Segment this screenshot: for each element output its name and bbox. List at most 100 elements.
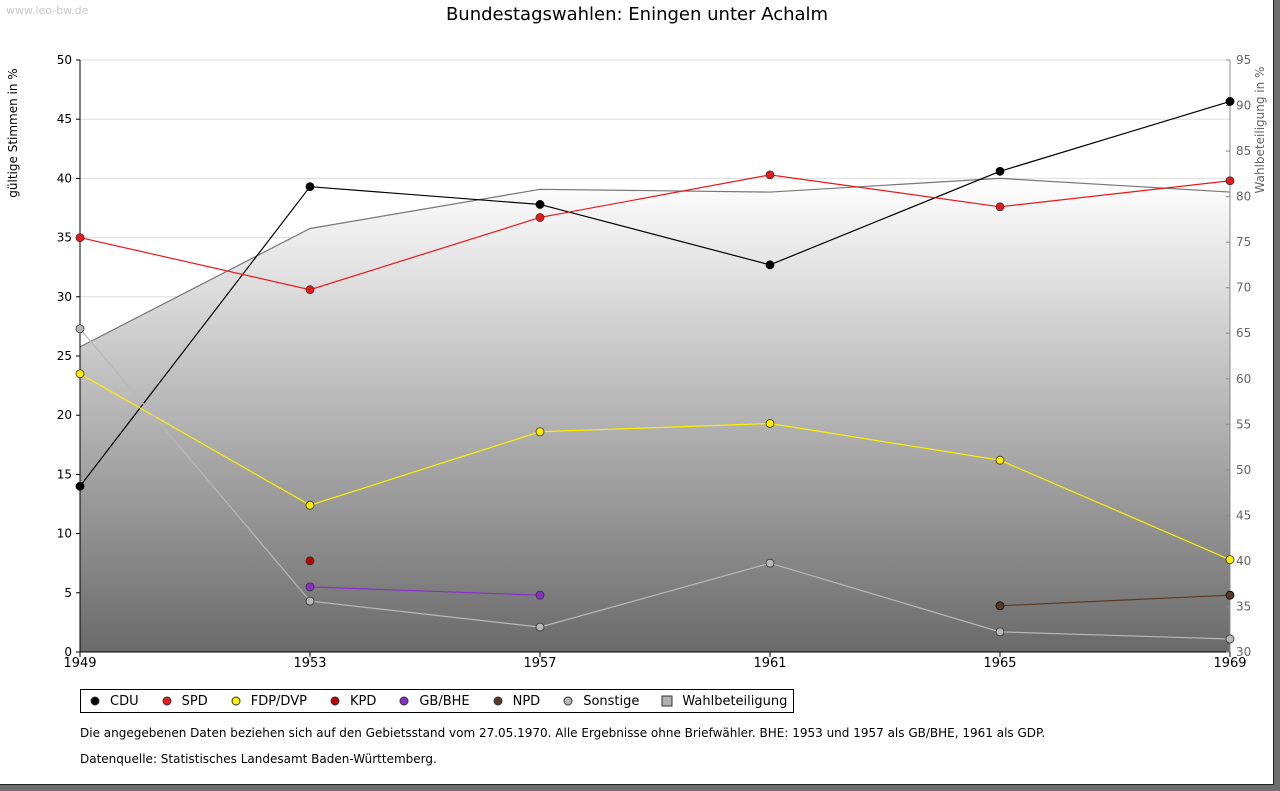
sonstige-point [535, 622, 545, 632]
turnout-line [79, 177, 1231, 348]
legend-item-gb-bhe: GB/BHE [398, 693, 470, 709]
x-tick-label: 1953 [293, 656, 326, 671]
cdu-point [75, 481, 85, 491]
legend-marker [493, 696, 503, 706]
y2-tick-label: 85 [1236, 144, 1251, 158]
legend-item-spd: SPD [161, 694, 208, 709]
fdp-dvp-point [995, 455, 1005, 465]
legend-item-cdu: CDU [89, 694, 139, 709]
sonstige-point [75, 324, 85, 334]
legend-label: FDP/DVP [250, 693, 307, 709]
chart-plot: 0 5 10 15 20 25 30 35 40 45 50 30 35 40 45 50 55 60 65 70 75… [6, 53, 1267, 671]
cdu-point [995, 166, 1005, 176]
legend-marker [162, 696, 172, 706]
legend-label: KPD [349, 693, 377, 709]
sonstige-point [995, 627, 1005, 637]
cdu-point [535, 200, 545, 209]
chart-title: Bundestagswahlen: Eningen unter Achalm [445, 4, 829, 25]
y2-tick-label: 75 [1236, 235, 1251, 249]
legend-item-wahlbeteiligung: Wahlbeteiligung [661, 694, 787, 709]
npd-point [995, 601, 1005, 611]
y-tick-label: 45 [57, 112, 72, 126]
y2-axis-title: Wahlbeteiligung in % [1253, 67, 1267, 194]
y-tick-label: 50 [57, 53, 72, 67]
y2-tick-label: 55 [1236, 417, 1251, 431]
gb-bhe-point [305, 582, 315, 592]
legend-label: NPD [512, 693, 541, 709]
x-tick-label: 1961 [753, 656, 786, 671]
legend-label: GB/BHE [419, 693, 470, 709]
cdu-point [1225, 97, 1235, 106]
y2-tick-label: 90 [1236, 99, 1251, 113]
y-tick-label: 10 [57, 527, 72, 541]
fdp-dvp-point [1225, 555, 1235, 565]
sonstige-point [305, 596, 315, 606]
legend-marker [330, 696, 340, 706]
y-tick-label: 25 [57, 349, 72, 363]
fdp-dvp-point [75, 369, 85, 379]
x-tick-label: 1969 [1213, 656, 1246, 671]
sonstige-line [79, 328, 1231, 640]
cdu-point [305, 182, 315, 192]
y2-tick-label: 80 [1236, 190, 1251, 204]
y2-tick-label: 40 [1236, 554, 1251, 568]
cdu-point [765, 260, 775, 270]
legend-marker [399, 696, 409, 706]
npd-line [999, 594, 1231, 607]
y2-tick-label: 60 [1236, 372, 1251, 386]
y2-tick-label: 35 [1236, 599, 1251, 613]
fdp-dvp-line [79, 373, 1231, 561]
legend-label: SPD [181, 693, 208, 709]
legend-item-fdp-dvp: FDP/DVP [230, 694, 307, 709]
sonstige-point [1225, 634, 1235, 644]
legend-marker [231, 696, 241, 706]
y-axis-title: gültige Stimmen in % [6, 68, 20, 197]
y2-tick-label: 50 [1236, 463, 1251, 477]
data-basis-note: Die angegebenen Daten beziehen sich auf … [80, 726, 1046, 740]
legend-label: Wahlbeteiligung [682, 693, 788, 709]
sonstige-point [765, 558, 775, 568]
turnout-area [80, 178, 1230, 652]
y2-tick-label: 30 [1236, 645, 1251, 659]
spd-point [1225, 176, 1235, 186]
fdp-dvp-point [535, 427, 545, 437]
y-tick-label: 0 [64, 645, 72, 659]
spd-point [995, 202, 1005, 212]
legend-marker [661, 695, 673, 707]
spd-point [535, 213, 545, 222]
gb-bhe-line [309, 586, 541, 596]
legend-label: Sonstige [583, 693, 640, 709]
kpd-point [305, 556, 315, 566]
gb-bhe-point [535, 590, 545, 600]
x-tick-label: 1949 [63, 656, 96, 671]
y2-tick-label: 95 [1236, 53, 1251, 67]
spd-point [305, 285, 315, 295]
spd-point [75, 233, 85, 243]
y2-tick-label: 45 [1236, 508, 1251, 522]
source-note: Datenquelle: Statistisches Landesamt Bad… [80, 752, 437, 766]
fdp-dvp-point [765, 419, 775, 428]
y-tick-label: 40 [57, 171, 72, 185]
legend-item-sonstige: Sonstige [562, 694, 639, 709]
y-tick-label: 5 [64, 586, 72, 600]
legend-marker [563, 696, 573, 706]
legend-marker [90, 696, 100, 706]
watermark: www.leo-bw.de [6, 4, 89, 17]
chart-legend: CDU SPD FDP/DVP KPD GB/BHE NPD Sonstige Wahlbet… [80, 689, 795, 713]
legend-item-npd: NPD [492, 693, 541, 709]
y-tick-label: 20 [57, 408, 72, 422]
y2-tick-label: 65 [1236, 326, 1251, 340]
fdp-dvp-point [305, 500, 315, 510]
x-tick-label: 1965 [983, 656, 1016, 671]
cdu-line [79, 100, 1231, 487]
npd-point [1225, 590, 1235, 600]
x-tick-label: 1957 [523, 656, 556, 671]
spd-point [765, 170, 775, 180]
legend-label: CDU [110, 693, 139, 709]
y-tick-label: 30 [57, 290, 72, 304]
y-tick-label: 35 [57, 231, 72, 245]
spd-line [79, 174, 1231, 291]
legend-item-kpd: KPD [329, 694, 376, 709]
y-tick-label: 15 [57, 467, 72, 481]
